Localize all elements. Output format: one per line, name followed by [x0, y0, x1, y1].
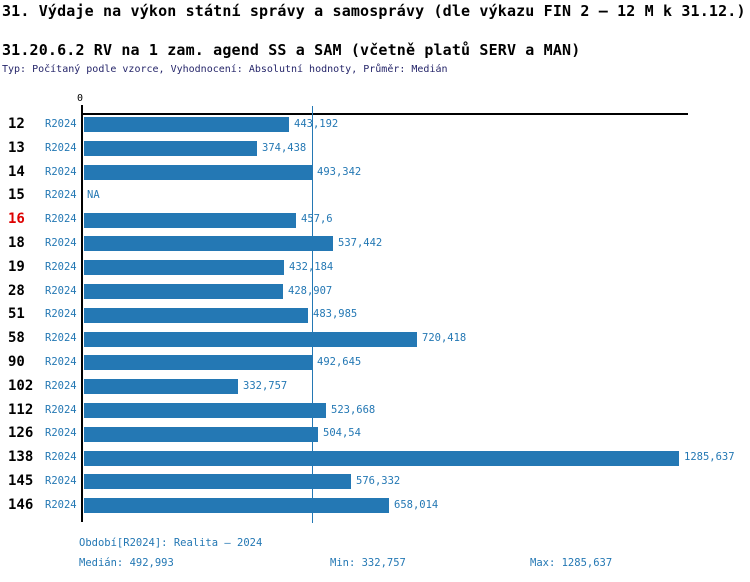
median-reference-line	[312, 106, 313, 523]
bar-value-label: 504,54	[323, 427, 361, 440]
row-series-label: R2024	[45, 189, 77, 202]
value-bar	[84, 402, 326, 418]
chart-row: 16 R2024 457,6	[0, 208, 750, 232]
chart-row: 19 R2024 432,184	[0, 256, 750, 280]
chart-row: 28 R2024 428,907	[0, 280, 750, 304]
bar-value-label: 443,192	[294, 118, 339, 130]
value-bar	[84, 450, 679, 466]
value-bar	[84, 498, 389, 514]
chart-subtitle: 31.20.6.2 RV na 1 zam. agend SS a SAM (v…	[2, 41, 581, 59]
bar-value-label: 432,184	[289, 260, 334, 273]
row-category-label: 145	[8, 472, 34, 489]
row-category-label: 126	[8, 425, 34, 442]
bar-value-label: 1285,637	[684, 451, 735, 464]
bar-value-label: 457,6	[301, 213, 333, 226]
chart-row: 15 R2024 NA	[0, 184, 750, 208]
bar-value-label: 658,014	[394, 498, 439, 511]
bar-value-label: NA	[87, 189, 100, 202]
bar-value-label: 332,757	[243, 379, 288, 392]
footer-period-label: Období[R2024]: Realita – 2024	[79, 537, 263, 549]
chart-row: 90 R2024 492,645	[0, 351, 750, 375]
chart-row: 18 R2024 537,442	[0, 232, 750, 256]
chart-row: 138 R2024 1285,637	[0, 446, 750, 470]
bar-value-label: 428,907	[288, 284, 333, 297]
row-category-label: 13	[8, 139, 25, 156]
bar-value-label: 492,645	[317, 355, 362, 368]
chart-row: 126 R2024 504,54	[0, 422, 750, 446]
footer-min-label: Min: 332,757	[330, 557, 406, 569]
value-bar	[84, 379, 238, 395]
row-category-label: 102	[8, 377, 34, 394]
row-series-label: R2024	[45, 498, 77, 511]
row-category-label: 90	[8, 353, 25, 370]
footer-median-label: Medián: 492,993	[79, 557, 174, 569]
row-series-label: R2024	[45, 141, 77, 154]
value-bar	[84, 474, 351, 490]
row-category-label: 58	[8, 330, 25, 347]
bar-value-label: 537,442	[338, 236, 383, 249]
row-category-label: 28	[8, 282, 25, 299]
row-series-label: R2024	[45, 355, 77, 368]
chart-row: 146 R2024 658,014	[0, 494, 750, 518]
bar-value-label: 483,985	[313, 308, 358, 321]
row-category-label: 15	[8, 187, 25, 204]
chart-row: 13 R2024 374,438	[0, 137, 750, 161]
row-series-label: R2024	[45, 260, 77, 273]
value-bar	[84, 307, 308, 323]
x-axis-zero-tick-label: 0	[77, 93, 84, 104]
value-bar	[84, 117, 289, 133]
row-category-label: 16	[8, 211, 25, 228]
bar-chart-rows: 12 R2024 443,192 13 R2024 374,438 14 R2024 493,3…	[0, 113, 750, 518]
chart-meta-line: Typ: Počítaný podle vzorce, Vyhodnocení:…	[2, 64, 448, 75]
row-series-label: R2024	[45, 403, 77, 416]
chart-row: 112 R2024 523,668	[0, 399, 750, 423]
bar-value-label: 374,438	[262, 141, 307, 154]
value-bar	[84, 283, 283, 299]
value-bar	[84, 426, 318, 442]
value-bar	[84, 141, 257, 157]
row-category-label: 18	[8, 234, 25, 251]
row-category-label: 12	[8, 116, 25, 132]
row-series-label: R2024	[45, 427, 77, 440]
y-axis-line	[81, 105, 83, 522]
bar-value-label: 523,668	[331, 403, 376, 416]
row-series-label: R2024	[45, 284, 77, 297]
row-series-label: R2024	[45, 236, 77, 249]
chart-row: 51 R2024 483,985	[0, 303, 750, 327]
value-bar	[84, 355, 312, 371]
row-series-label: R2024	[45, 451, 77, 464]
row-series-label: R2024	[45, 379, 77, 392]
row-series-label: R2024	[45, 165, 77, 178]
value-bar	[84, 331, 417, 347]
bar-value-label: 493,342	[317, 165, 362, 178]
row-category-label: 14	[8, 163, 25, 180]
footer-max-label: Max: 1285,637	[530, 557, 613, 569]
row-series-label: R2024	[45, 308, 77, 321]
row-series-label: R2024	[45, 474, 77, 487]
row-category-label: 19	[8, 258, 25, 275]
value-bar	[84, 236, 333, 252]
value-bar	[84, 164, 312, 180]
chart-row: 14 R2024 493,342	[0, 161, 750, 185]
row-category-label: 112	[8, 401, 34, 418]
row-category-label: 146	[8, 496, 34, 513]
value-bar	[84, 212, 296, 228]
page-title: 31. Výdaje na výkon státní správy a samo…	[2, 2, 746, 20]
row-series-label: R2024	[45, 332, 77, 345]
row-category-label: 138	[8, 449, 34, 466]
value-bar	[84, 260, 284, 276]
chart-row: 102 R2024 332,757	[0, 375, 750, 399]
row-series-label: R2024	[45, 213, 77, 226]
bar-value-label: 576,332	[356, 474, 401, 487]
row-category-label: 51	[8, 306, 25, 323]
row-series-label: R2024	[45, 118, 77, 130]
bar-value-label: 720,418	[422, 332, 467, 345]
chart-row: 58 R2024 720,418	[0, 327, 750, 351]
plot-top-axis-line	[82, 113, 688, 115]
chart-row: 12 R2024 443,192	[0, 113, 750, 137]
chart-row: 145 R2024 576,332	[0, 470, 750, 494]
